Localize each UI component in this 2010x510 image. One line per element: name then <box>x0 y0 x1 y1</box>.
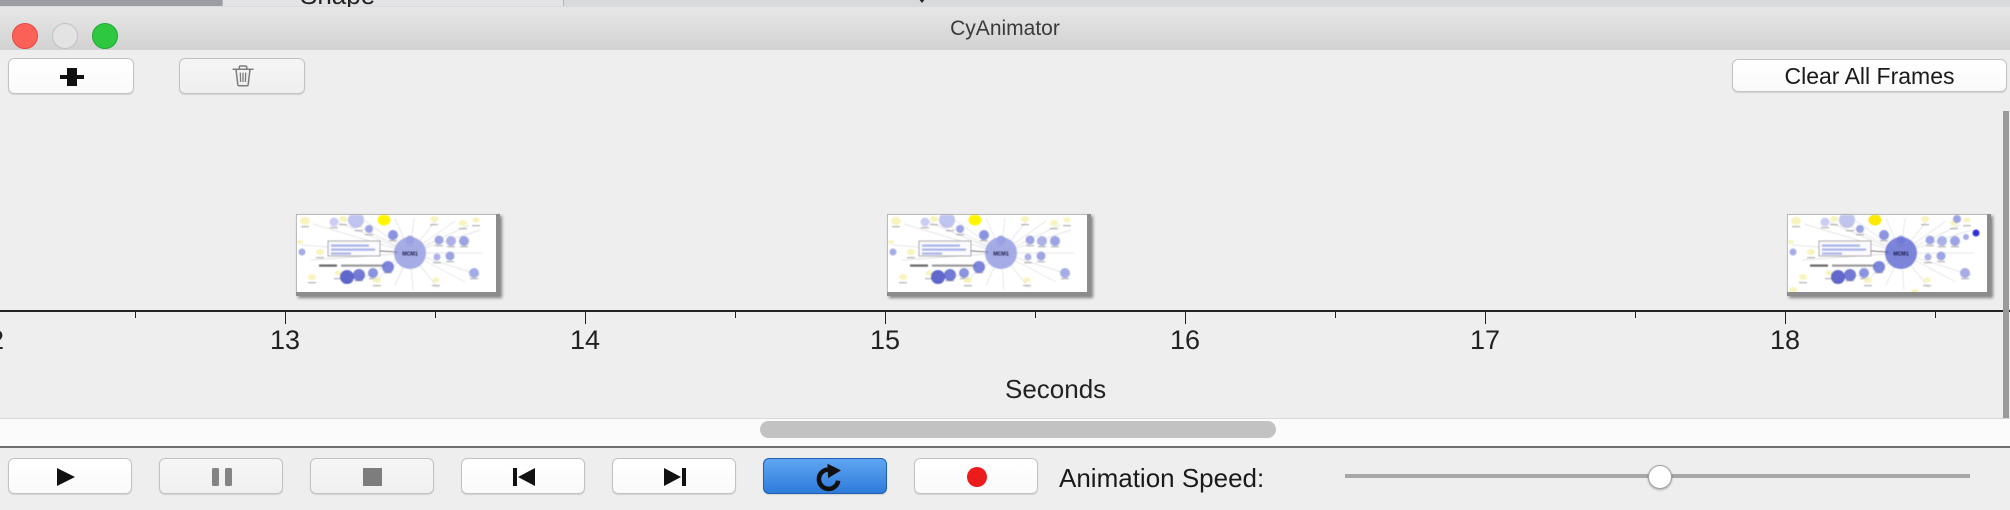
svg-text:MCM1: MCM1 <box>402 251 418 257</box>
svg-text:MCM1: MCM1 <box>993 251 1009 257</box>
svg-text:MCM1: MCM1 <box>1893 251 1909 257</box>
